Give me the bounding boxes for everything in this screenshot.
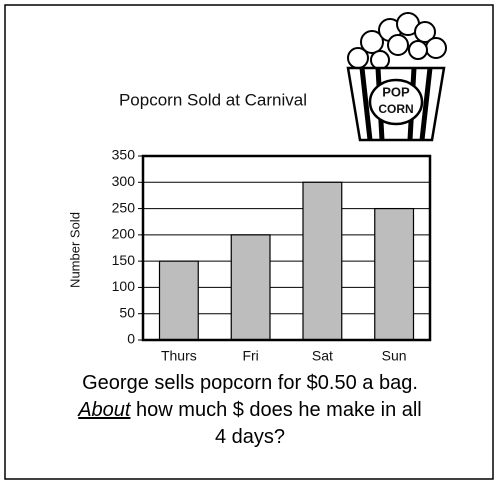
question-text: how much $ does he make in all: [130, 399, 421, 421]
y-tick-label: 50: [119, 304, 135, 320]
bar: [303, 182, 342, 340]
x-tick-label: Sun: [382, 348, 407, 364]
x-tick-label: Fri: [242, 348, 258, 364]
question-line: 4 days?: [0, 424, 500, 451]
question-line: George sells popcorn for $0.50 a bag.: [0, 370, 500, 397]
y-tick-label: 200: [112, 226, 136, 242]
icon-label: POP: [382, 84, 410, 99]
bar: [375, 209, 414, 340]
chart-title: Popcorn Sold at Carnival: [119, 90, 307, 109]
y-tick-label: 150: [112, 252, 136, 268]
page: Popcorn Sold at Carnival Number Sold POP…: [0, 0, 500, 485]
popcorn-icon: POP CORN: [348, 13, 446, 140]
y-tick-label: 300: [112, 173, 136, 189]
y-axis-label: Number Sold: [67, 212, 82, 288]
bar: [160, 261, 199, 340]
question: George sells popcorn for $0.50 a bag. Ab…: [0, 370, 500, 451]
x-tick-label: Thurs: [161, 348, 197, 364]
bar: [231, 235, 270, 340]
y-tick-label: 350: [112, 147, 136, 163]
emphasis: About: [78, 399, 130, 421]
x-tick-label: Sat: [312, 348, 333, 364]
y-tick-label: 250: [112, 199, 136, 215]
y-tick-label: 100: [112, 278, 136, 294]
question-line: About how much $ does he make in all: [0, 397, 500, 424]
icon-label: CORN: [378, 102, 413, 116]
y-tick-label: 0: [127, 331, 135, 347]
